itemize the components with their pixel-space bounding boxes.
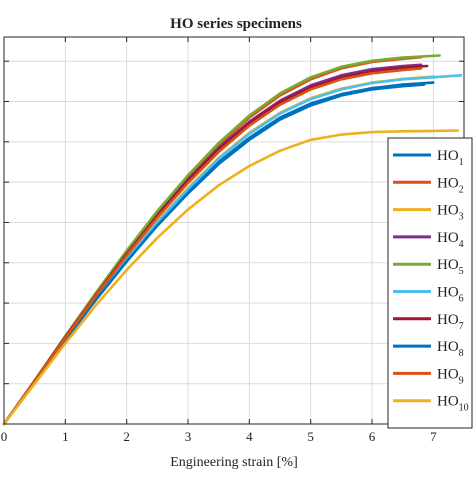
grid — [4, 37, 464, 424]
x-tick-label: 4 — [246, 429, 253, 444]
legend-label-main: HO — [437, 394, 459, 410]
legend-box — [387, 137, 473, 429]
x-tick-label: 2 — [123, 429, 130, 444]
legend-label-main: HO — [437, 312, 459, 328]
series-line-ho8 — [2, 83, 426, 426]
legend-label-subscript: 10 — [459, 403, 469, 414]
legend-label-subscript: 2 — [459, 184, 464, 195]
legend-label-subscript: 4 — [459, 239, 464, 250]
series-line-ho9 — [2, 67, 423, 426]
legend-label-ho2: HO2 — [437, 175, 464, 195]
legend-label-ho9: HO9 — [437, 366, 464, 386]
legend-label-subscript: 9 — [459, 375, 464, 386]
series-lines — [2, 54, 463, 426]
legend-label-main: HO — [437, 285, 459, 301]
x-tick-label: 1 — [62, 429, 69, 444]
x-tick-label: 5 — [307, 429, 314, 444]
x-tick-label: 6 — [369, 429, 376, 444]
legend-label-subscript: 5 — [459, 266, 464, 277]
legend-label-subscript: 1 — [459, 157, 464, 168]
legend-label-main: HO — [437, 366, 459, 382]
legend-label-main: HO — [437, 148, 459, 164]
legend-label-ho10: HO10 — [437, 394, 469, 414]
legend-label-subscript: 8 — [459, 348, 464, 359]
x-tick-label: 3 — [185, 429, 192, 444]
legend-label-ho1: HO1 — [437, 148, 464, 168]
series-line-ho10 — [2, 129, 460, 426]
legend-label-main: HO — [437, 257, 459, 273]
legend-label-subscript: 7 — [459, 321, 464, 332]
legend-label-main: HO — [437, 175, 459, 191]
legend-label-ho7: HO7 — [437, 312, 464, 332]
x-axis-label: Engineering strain [%] — [170, 455, 298, 470]
chart-title: HO series specimens — [170, 16, 302, 32]
legend-label-main: HO — [437, 203, 459, 219]
legend-label-ho4: HO4 — [437, 230, 464, 250]
legend-label-ho3: HO3 — [437, 203, 464, 223]
legend-label-main: HO — [437, 339, 459, 355]
legend-label-subscript: 3 — [459, 212, 464, 223]
legend-label-main: HO — [437, 230, 459, 246]
legend-label-subscript: 6 — [459, 294, 464, 305]
legend-label-ho8: HO8 — [437, 339, 464, 359]
legend-label-ho5: HO5 — [437, 257, 464, 277]
x-tick-label: 0 — [1, 429, 8, 444]
legend-label-ho6: HO6 — [437, 285, 464, 305]
x-tick-label: 7 — [430, 429, 437, 444]
